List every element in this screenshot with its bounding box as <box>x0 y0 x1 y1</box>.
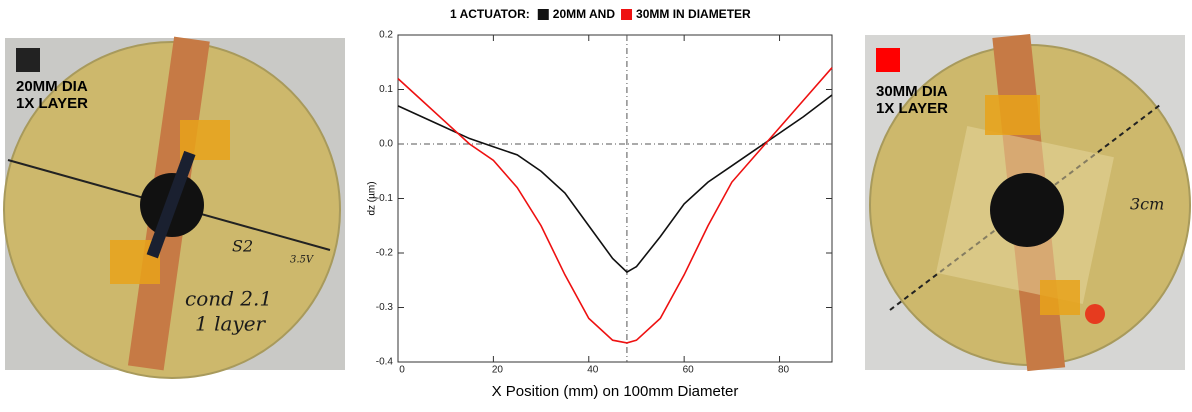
x-axis-label: X Position (mm) on 100mm Diameter <box>492 383 739 400</box>
legend-label: 20MM AND <box>553 7 616 21</box>
photo-label: 1X LAYER <box>876 100 948 117</box>
handwritten-note: cond 2.1 <box>185 287 272 311</box>
photo-label: 1X LAYER <box>16 95 88 112</box>
y-tick-label: -0.4 <box>376 357 394 368</box>
y-tick-label: 0.2 <box>379 30 393 41</box>
y-tick-label: 0.1 <box>379 84 393 95</box>
legend-swatch <box>537 9 549 20</box>
y-tick-label: 0.0 <box>379 139 393 150</box>
x-tick-label: 40 <box>587 365 599 376</box>
x-tick-label: 0 <box>399 365 405 376</box>
series-line <box>397 94 833 274</box>
photo-label: 30MM DIA <box>876 83 948 100</box>
y-tick-label: -0.2 <box>376 248 394 259</box>
legend-swatch <box>621 9 633 20</box>
handwritten-note: 3.5V <box>290 255 315 266</box>
photo-swatch <box>16 48 40 72</box>
handwritten-note: 3cm <box>1130 195 1164 214</box>
photo-label: 20MM DIA <box>16 78 88 95</box>
y-tick-label: -0.1 <box>376 193 394 204</box>
handwritten-note: S2 <box>232 237 253 256</box>
x-tick-label: 20 <box>492 365 504 376</box>
x-tick-label: 60 <box>683 365 695 376</box>
x-tick-label: 80 <box>778 365 790 376</box>
series-line <box>397 67 833 344</box>
y-axis-label: dz (µm) <box>367 181 378 215</box>
photo-swatch <box>876 48 900 72</box>
plot-area <box>397 34 833 363</box>
handwritten-note: 1 layer <box>195 312 267 336</box>
chart-title: 1 ACTUATOR: <box>450 7 530 21</box>
legend-label: 30MM IN DIAMETER <box>636 7 751 21</box>
left-photo <box>3 36 345 379</box>
y-tick-label: -0.3 <box>376 302 394 313</box>
right-photo <box>865 34 1191 372</box>
